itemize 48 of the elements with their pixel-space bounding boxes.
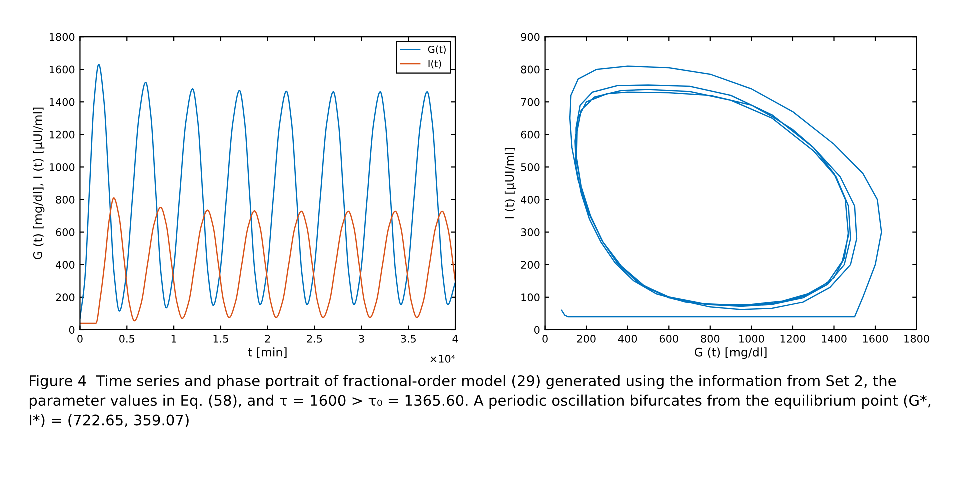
caption: Figure 4 Time series and phase portrait of fractional-order model (29) generated using the information from Set 2, the parameter values in Eq. (58), and τ = 1600 > τ₀ = 1365.60. A periodic oscillation bifurcates from the equilibrium point (G*, I*) = (722.65, 359.07) [30,375,931,428]
y-tick-label: 400 [521,196,540,204]
x-tick-label: 1 [172,335,176,343]
y-tick-label: 800 [521,66,540,74]
y-tick-label: 1400 [50,98,75,106]
y-axis-title: G (t) [mg/dl], I (t) [μUI/ml] [33,108,45,260]
x-tick-label: 3 [359,335,364,343]
y-tick-label: 1800 [50,33,75,42]
x-tick-label: 1600 [863,335,888,343]
x-tick-label: 0.5 [120,335,135,343]
y-tick-label: 600 [56,228,75,236]
y-tick-label: 1000 [50,163,75,172]
y-tick-label: 600 [521,130,540,139]
y-tick-label: 800 [56,196,75,204]
x-tick-label: 400 [618,335,638,343]
text: ×10⁴ [430,355,456,363]
line-series [561,66,882,318]
y-tick-label: 0 [69,326,75,334]
y-tick-label: 300 [521,228,540,236]
y-tick-label: 500 [521,163,540,172]
y-tick-label: 1600 [50,66,75,74]
legend-label: G(t) [428,46,446,54]
x-axis-title: t [min] [248,348,287,358]
legend-label: I(t) [428,60,442,69]
y-tick-label: 100 [522,294,540,302]
y-tick-label: 0 [534,326,540,334]
y-axis-title: I (t) [μUI/ml] [504,148,516,219]
x-tick-label: 1.5 [214,335,228,343]
y-tick-label: 900 [521,33,540,42]
x-tick-label: 1800 [904,335,930,343]
x-tick-label: 2.5 [307,335,322,343]
x-tick-label: 800 [701,335,720,343]
x-axis-title: G (t) [mg/dl] [694,348,767,360]
y-tick-label: 700 [521,98,540,106]
y-tick-label: 200 [521,261,540,269]
x-tick-label: 2 [265,335,270,343]
x-tick-label: 1400 [822,335,847,343]
x-tick-label: 600 [660,335,678,343]
x-tick-label: 1200 [780,335,806,343]
x-tick-label: 4 [452,335,458,343]
x-tick-label: 0 [542,335,548,343]
x-tick-label: 200 [577,335,596,343]
y-tick-label: 400 [56,261,75,269]
x-tick-label: 3.5 [401,335,416,343]
x-tick-label: 0 [78,335,83,343]
x-tick-label: 1000 [740,335,764,343]
y-tick-label: 1200 [50,130,75,139]
y-tick-label: 200 [56,294,75,302]
